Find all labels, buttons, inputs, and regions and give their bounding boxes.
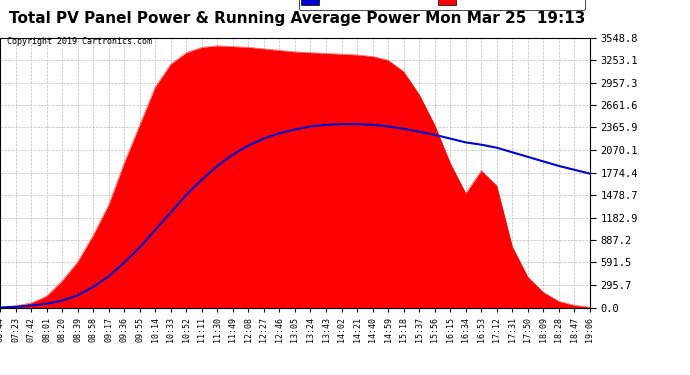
Text: Total PV Panel Power & Running Average Power Mon Mar 25  19:13: Total PV Panel Power & Running Average P… [8, 11, 585, 26]
Text: Copyright 2019 Cartronics.com: Copyright 2019 Cartronics.com [7, 38, 152, 46]
Legend: Average  (DC Watts), PV Panels  (DC Watts): Average (DC Watts), PV Panels (DC Watts) [299, 0, 585, 10]
